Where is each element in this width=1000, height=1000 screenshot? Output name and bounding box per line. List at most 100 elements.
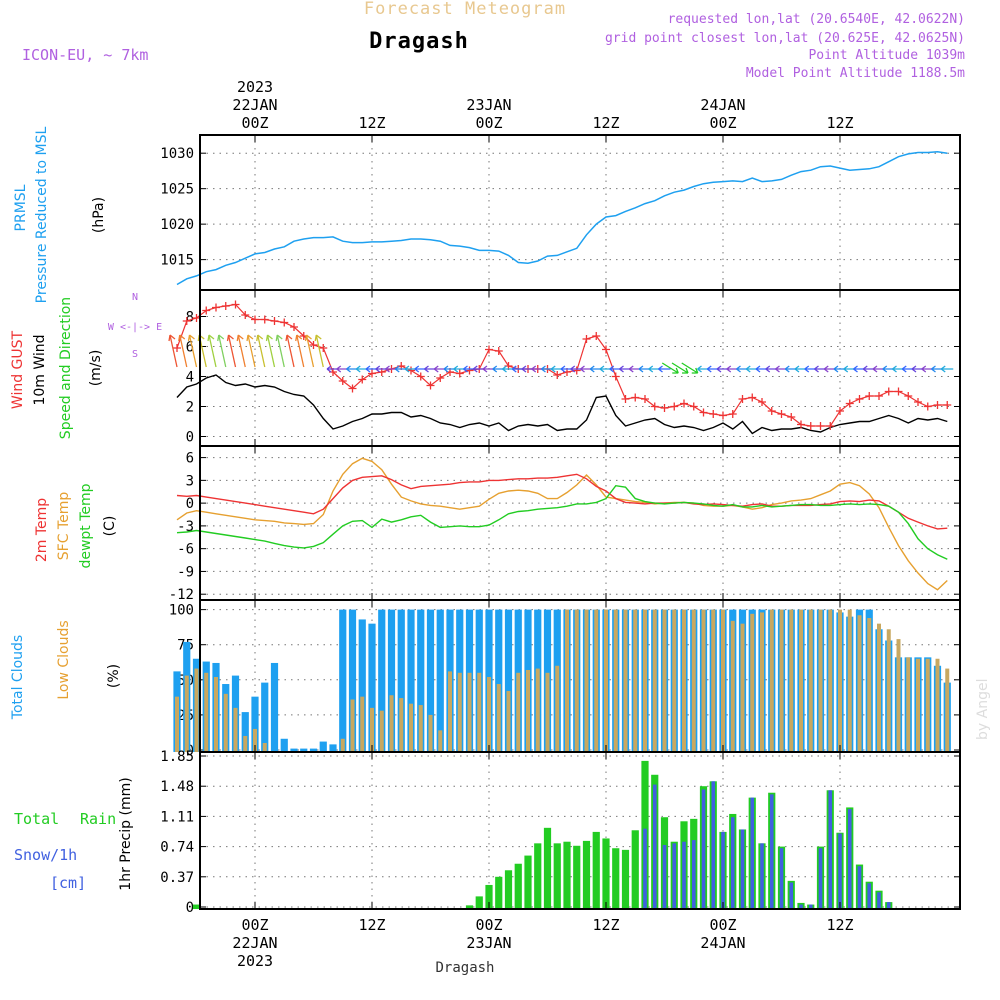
ytick-label: 1.85: [160, 749, 194, 765]
gridpoint-coords: grid point closest lon,lat (20.625E, 42.…: [605, 31, 965, 46]
low-cloud-bar: [574, 609, 579, 752]
gust-point: [641, 395, 649, 403]
wind-direction-arrow: [681, 362, 699, 374]
sfc-temp-label: SFC Temp: [56, 492, 72, 561]
gust-point: [416, 372, 425, 381]
wind-direction-arrow: [314, 334, 324, 368]
snow-bar: [886, 902, 891, 909]
gust-point: [436, 374, 445, 382]
low-cloud-bar: [418, 705, 423, 752]
total-cloud-bar: [436, 609, 444, 752]
low-cloud-bar: [184, 675, 189, 752]
wind-direction-arrow: [168, 334, 178, 368]
low-cloud-bar: [194, 668, 199, 752]
snow-bar: [682, 841, 686, 909]
clouds-panel: 0255075100: [169, 599, 961, 759]
wind-direction-arrow: [178, 334, 188, 368]
precipitation-panel: 0 0.37 0.74 1.11 1.48 1.85: [160, 749, 961, 916]
low-cloud-bar: [457, 672, 462, 752]
bottom-time-label: 23JAN: [466, 934, 511, 952]
low-cloud-bar: [906, 657, 911, 752]
ytick-label: 4: [186, 370, 194, 386]
gust-point: [933, 401, 942, 409]
model-label: ICON-EU, ~ 7km: [22, 46, 148, 64]
low-cloud-bar: [769, 609, 774, 752]
wind-unit-label: (m/s): [88, 350, 104, 387]
cloud-panel-labels: Total Clouds Low Clouds (%): [10, 620, 122, 720]
credit-watermark: by Angel: [975, 679, 991, 740]
low-cloud-bar: [760, 612, 764, 752]
low-cloud-bar: [652, 609, 657, 752]
wind-panel-labels: Wind GUST 10m Wind Speed and Direction (…: [10, 292, 162, 439]
wind-direction-arrow: [187, 334, 198, 368]
snow-bar: [740, 829, 745, 909]
rain-bar: [573, 845, 581, 909]
pressure-line: [176, 151, 948, 286]
low-cloud-bar: [516, 672, 521, 752]
ytick-label: -12: [169, 587, 194, 603]
ytick-label: 1025: [160, 182, 194, 198]
total-cloud-bar: [300, 748, 308, 752]
gust-point: [816, 422, 825, 430]
total-cloud-bar: [368, 623, 376, 752]
compass-n: N: [132, 292, 138, 303]
ytick-label: 2: [186, 400, 194, 416]
footer-location: Dragash: [435, 960, 494, 976]
gust-point: [212, 303, 220, 312]
wind-direction-arrow: [275, 334, 285, 368]
low-cloud-bar: [379, 710, 384, 752]
dewpt-line: [176, 484, 948, 560]
pressure-panel: 1015 1020 1025 1030: [160, 134, 961, 291]
snow-bar: [838, 833, 842, 909]
low-cloud-bar: [555, 665, 560, 752]
gust-point: [689, 402, 698, 411]
snow-bar: [867, 883, 872, 909]
snow-bar: [652, 784, 657, 909]
low-cloud-bar: [613, 609, 618, 752]
total-cloud-bar: [339, 609, 347, 752]
temp2m-label: 2m Temp: [34, 498, 50, 562]
ytick-label: 1.48: [160, 779, 194, 795]
low-cloud-bar: [740, 623, 745, 752]
rain-bar: [612, 848, 620, 909]
total-cloud-bar: [241, 712, 249, 752]
low-cloud-bar: [399, 698, 404, 752]
low-cloud-bar: [662, 609, 667, 752]
rain-bar: [563, 841, 571, 909]
snow-label: Snow/1h: [14, 846, 77, 864]
sfc-temp-line: [176, 457, 948, 591]
gust-point: [865, 392, 874, 400]
total-cloud-bar: [407, 609, 415, 752]
gust-point: [368, 369, 376, 378]
ytick-label: 0: [186, 900, 194, 916]
gust-point: [251, 315, 259, 324]
total-cloud-bar: [348, 609, 357, 752]
top-year-label: 2023: [237, 78, 273, 96]
total-clouds-label: Total Clouds: [10, 635, 26, 720]
rain-bar: [192, 904, 201, 909]
snow-bar: [760, 843, 764, 909]
ytick-label: 3: [186, 473, 194, 489]
snow-bar: [789, 882, 794, 909]
ytick-label: 1030: [160, 146, 194, 162]
snow-bar: [799, 904, 803, 909]
gust-point: [797, 420, 805, 429]
gust-point: [670, 402, 679, 411]
top-time-label: 12Z: [826, 114, 853, 132]
gust-point: [260, 315, 269, 324]
gust-point: [738, 395, 747, 403]
low-cloud-bar: [496, 684, 501, 752]
compass-row: W <-|-> E: [108, 322, 162, 333]
gust-point: [699, 408, 708, 417]
rain-bar: [534, 843, 542, 909]
ytick-label: 0: [186, 496, 194, 512]
snow-bar: [857, 866, 862, 909]
snow-bar: [769, 794, 774, 909]
gust-point: [923, 402, 932, 411]
ytick-label: 0.74: [160, 840, 194, 856]
wind-direction-arrow: [207, 334, 217, 368]
